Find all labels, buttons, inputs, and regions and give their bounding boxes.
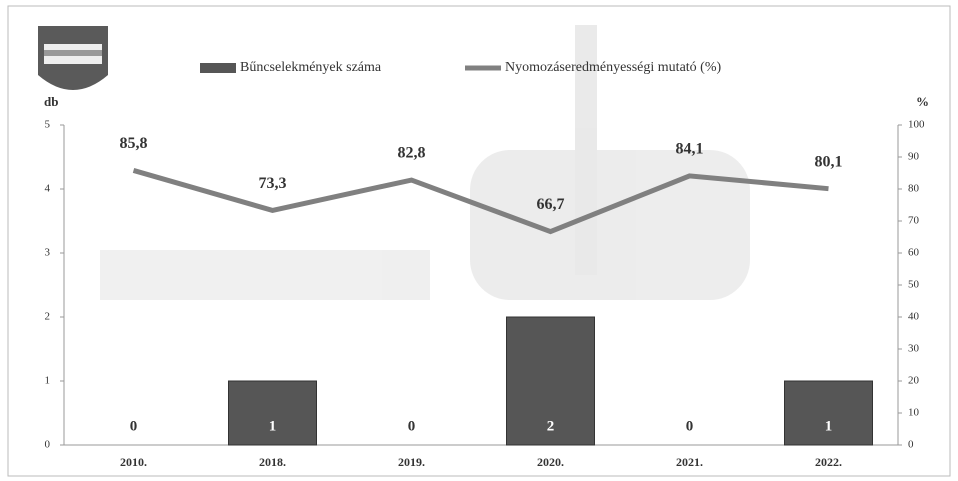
bar (785, 381, 873, 445)
y-tick-label: 0 (45, 439, 51, 451)
x-tick-label: 2018. (259, 455, 286, 469)
bar (229, 381, 317, 445)
bar-value-label: 0 (130, 418, 138, 434)
line-value-label: 85,8 (120, 135, 148, 152)
line-value-label: 84,1 (676, 141, 704, 158)
y-tick-label: 5 (45, 119, 51, 131)
chart: db % 01234501020304050607080901002010.20… (0, 0, 958, 481)
legend-swatch (200, 63, 236, 73)
page: {"chart_data": {"type": "bar", "categori… (0, 0, 958, 481)
y-tick-label: 2 (45, 311, 51, 323)
logo (38, 26, 108, 90)
y2-tick-label: 100 (908, 119, 925, 131)
y2-tick-label: 20 (908, 375, 920, 387)
line-value-label: 82,8 (398, 145, 426, 162)
y2-axis-label: % (916, 94, 929, 109)
y2-tick-label: 40 (908, 311, 920, 323)
x-tick-label: 2020. (537, 455, 564, 469)
y-tick-label: 1 (45, 375, 51, 387)
line-value-label: 73,3 (259, 175, 287, 192)
x-tick-label: 2019. (398, 455, 425, 469)
x-tick-label: 2021. (676, 455, 703, 469)
y2-tick-label: 90 (908, 151, 920, 163)
line-value-label: 66,7 (537, 196, 565, 213)
y2-tick-label: 0 (908, 439, 914, 451)
legend-label: Bűncselekmények száma (240, 60, 382, 75)
bar-value-label: 1 (269, 418, 277, 434)
x-tick-label: 2010. (120, 455, 147, 469)
y2-tick-label: 60 (908, 247, 920, 259)
y-tick-label: 4 (45, 183, 51, 195)
y2-tick-label: 80 (908, 183, 920, 195)
y-axis-label: db (44, 94, 58, 109)
bar-value-label: 1 (825, 418, 833, 434)
y2-tick-label: 30 (908, 343, 920, 355)
line-value-label: 80,1 (815, 153, 843, 170)
x-tick-label: 2022. (815, 455, 842, 469)
legend-label: Nyomozáseredményességi mutató (%) (505, 60, 721, 75)
y-tick-label: 3 (45, 247, 51, 259)
bar-value-label: 0 (408, 418, 416, 434)
bar-value-label: 0 (686, 418, 694, 434)
y2-tick-label: 70 (908, 215, 920, 227)
y2-tick-label: 10 (908, 407, 920, 419)
bar-value-label: 2 (547, 418, 555, 434)
y2-tick-label: 50 (908, 279, 920, 291)
